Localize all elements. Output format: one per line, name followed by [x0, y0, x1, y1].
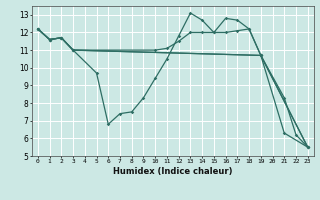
X-axis label: Humidex (Indice chaleur): Humidex (Indice chaleur): [113, 167, 233, 176]
